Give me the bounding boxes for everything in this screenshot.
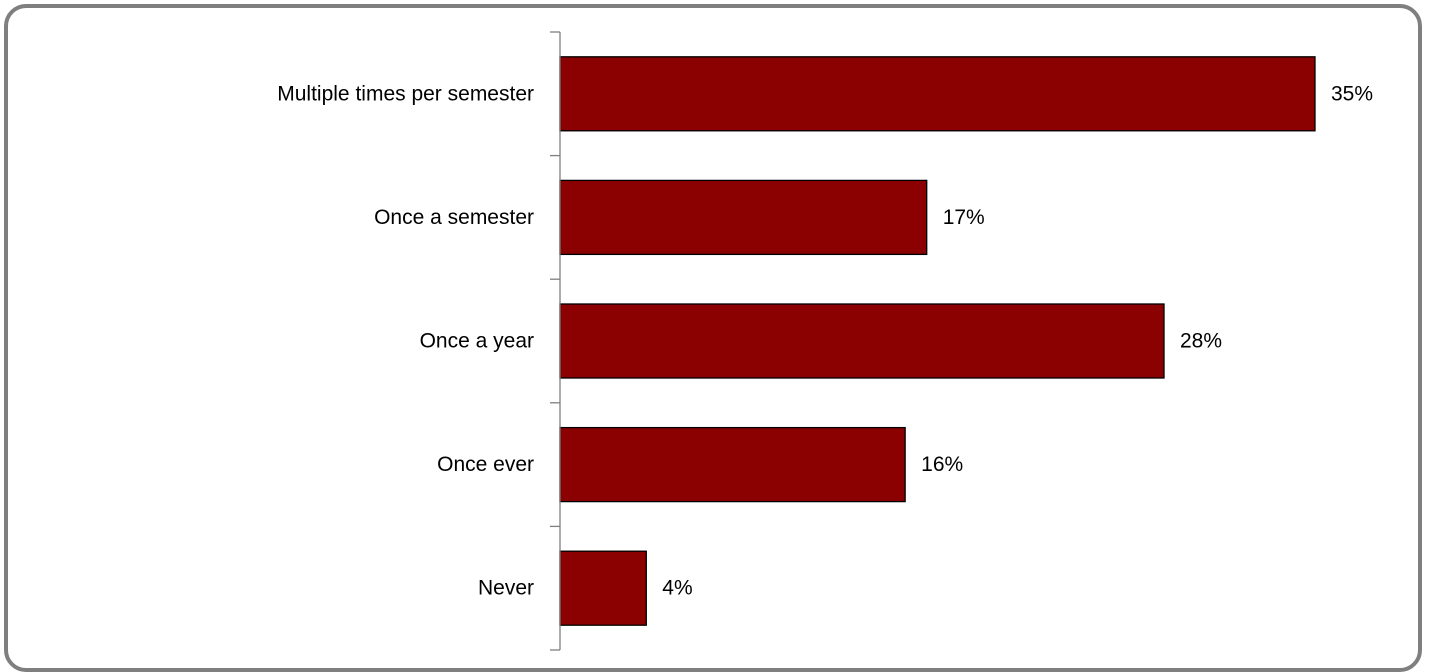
bar-once-a-semester <box>559 179 928 256</box>
category-label-never: Never <box>478 577 534 600</box>
category-labels: Multiple times per semester Once a semest… <box>277 82 534 599</box>
value-label-never: 4% <box>662 577 692 600</box>
category-label-multiple-times-per-semester: Multiple times per semester <box>277 82 534 105</box>
value-label-once-ever: 16% <box>921 453 963 476</box>
category-label-once-a-year: Once a year <box>420 330 534 353</box>
category-label-once-ever: Once ever <box>437 453 534 476</box>
bar-once-a-year <box>559 303 1165 379</box>
value-label-once-a-semester: 17% <box>943 206 985 229</box>
bars-layer <box>559 56 1316 626</box>
value-label-once-a-year: 28% <box>1180 330 1222 353</box>
category-label-once-a-semester: Once a semester <box>374 206 534 229</box>
bar-never <box>559 550 647 626</box>
category-axis <box>550 31 561 651</box>
value-labels: 35% 17% 28% 16% 4% <box>662 82 1373 599</box>
bar-once-ever <box>559 426 906 503</box>
value-label-multiple-times-per-semester: 35% <box>1331 82 1373 105</box>
bar-multiple-times-per-semester <box>559 56 1316 132</box>
